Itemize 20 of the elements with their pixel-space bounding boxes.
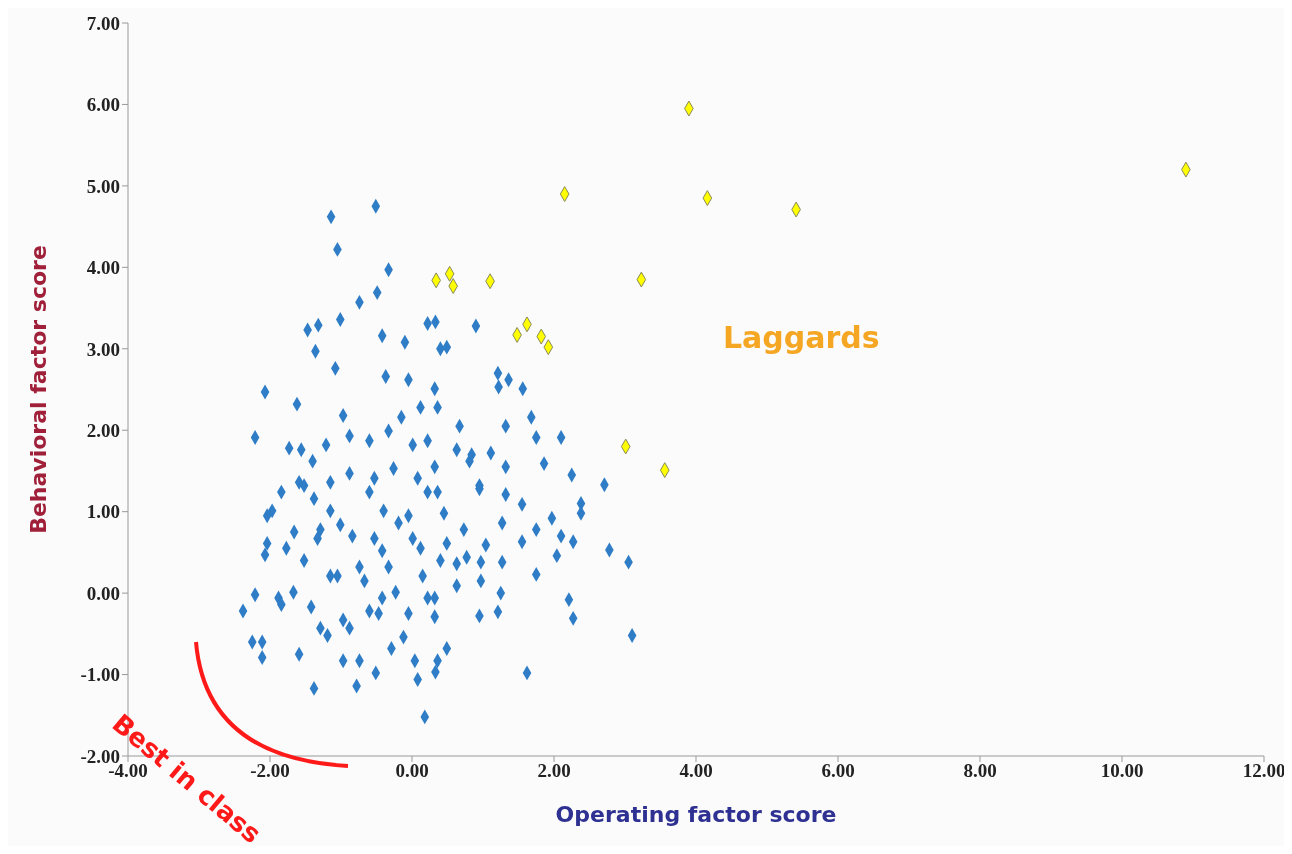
y-tick-label: 6.00 (86, 94, 120, 116)
y-tick-label: -1.00 (80, 664, 120, 686)
x-tick-label: 8.00 (963, 760, 997, 782)
x-tick-label: 10.00 (1100, 760, 1144, 782)
x-tick-label: 2.00 (537, 760, 571, 782)
y-tick-label: 0.00 (86, 582, 120, 604)
y-axis-title: Behavioral factor score (25, 245, 51, 534)
y-tick-label: 7.00 (86, 12, 120, 34)
y-tick-label: 1.00 (86, 501, 120, 523)
x-tick-label: 0.00 (395, 760, 429, 782)
y-tick-label: 5.00 (86, 175, 120, 197)
y-tick-label: 2.00 (86, 419, 120, 441)
x-tick-label: 12.00 (1242, 760, 1286, 782)
x-tick-label: 4.00 (679, 760, 713, 782)
annotation: Laggards (723, 320, 880, 355)
x-axis-title: Operating factor score (555, 802, 837, 827)
y-tick-label: 4.00 (86, 257, 120, 279)
x-tick-label: 6.00 (821, 760, 855, 782)
y-tick-label: 3.00 (86, 338, 120, 360)
x-tick-label: -2.00 (250, 760, 290, 782)
